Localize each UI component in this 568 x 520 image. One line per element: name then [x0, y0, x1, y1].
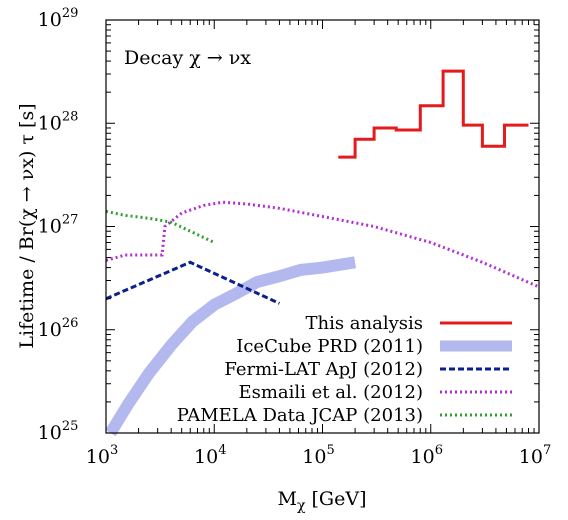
- y-axis-label-text: Lifetime / Br(χ → νx) τ [s]: [16, 103, 38, 348]
- x-axis-label: Mχ [GeV]: [278, 488, 367, 514]
- y-tick-label: 1027: [38, 213, 79, 238]
- x-tick-label: 105: [302, 443, 334, 468]
- y-tick-label: 1026: [38, 316, 79, 341]
- decay-annotation: Decay χ → νx: [124, 47, 251, 69]
- series-icecube-line: [105, 256, 357, 437]
- legend-label-fermi-lat: Fermi-LAT ApJ (2012): [224, 359, 423, 380]
- axis-layer: 103 104 105 106 107 1025 1026 1027 1028 1029: [38, 6, 552, 468]
- legend-label-icecube: IceCube PRD (2011): [236, 336, 423, 357]
- x-tick-label: 104: [194, 443, 226, 468]
- data-layer: [105, 69, 540, 437]
- x-tick-label: 106: [411, 443, 443, 468]
- legend-label-this-analysis: This analysis: [305, 313, 423, 334]
- x-tick-label: 107: [519, 443, 551, 468]
- x-axis-label-sub: χ: [297, 498, 306, 514]
- y-axis-label: Lifetime / Br(χ → νx) τ [s]: [16, 103, 38, 348]
- series-esmaili-line: [105, 200, 540, 289]
- y-tick-label: 1028: [38, 109, 79, 134]
- legend-label-pamela: PAMELA Data JCAP (2013): [177, 405, 423, 426]
- series-pamela-line: [105, 209, 215, 244]
- x-axis-label-rest: [GeV]: [305, 488, 366, 510]
- plot-frame: [105, 19, 540, 434]
- x-axis-label-main: M: [278, 488, 297, 510]
- series-this-analysis-line: [338, 69, 529, 159]
- y-tick-label: 1025: [38, 419, 79, 444]
- series-fermi-lat-line: [105, 260, 281, 305]
- legend-label-esmaili: Esmaili et al. (2012): [238, 382, 423, 403]
- x-tick-label: 103: [86, 443, 118, 468]
- y-tick-label: 1029: [38, 6, 79, 31]
